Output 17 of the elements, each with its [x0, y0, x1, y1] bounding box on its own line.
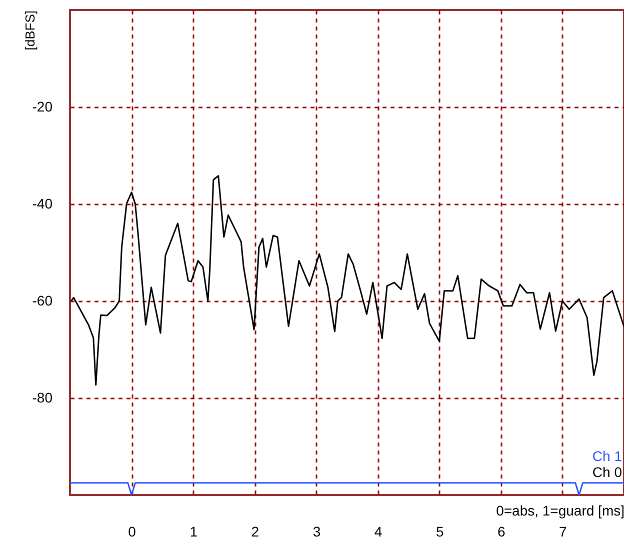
- x-tick-label: 4: [374, 524, 382, 540]
- x-tick-label: 3: [312, 524, 321, 540]
- y-tick-label: -80: [32, 390, 53, 406]
- x-tick-label: 5: [436, 524, 444, 540]
- text: Ch 0: [592, 464, 622, 480]
- x-tick-label: 6: [497, 524, 506, 540]
- y-tick-label: -40: [32, 196, 53, 212]
- y-tick-label: -20: [32, 98, 53, 114]
- x-axis-title: 0=abs, 1=guard [ms]: [496, 502, 624, 518]
- y-tick-label: -60: [32, 292, 53, 308]
- x-tick-label: 0: [128, 524, 136, 540]
- x-tick-label: 7: [559, 524, 568, 540]
- x-tick-label: 2: [251, 524, 260, 540]
- series-label: Ch 1: [592, 448, 622, 464]
- line-series: [70, 175, 624, 386]
- x-tick-label: 1: [190, 524, 198, 540]
- y-axis-title: [dBFS]: [22, 10, 38, 50]
